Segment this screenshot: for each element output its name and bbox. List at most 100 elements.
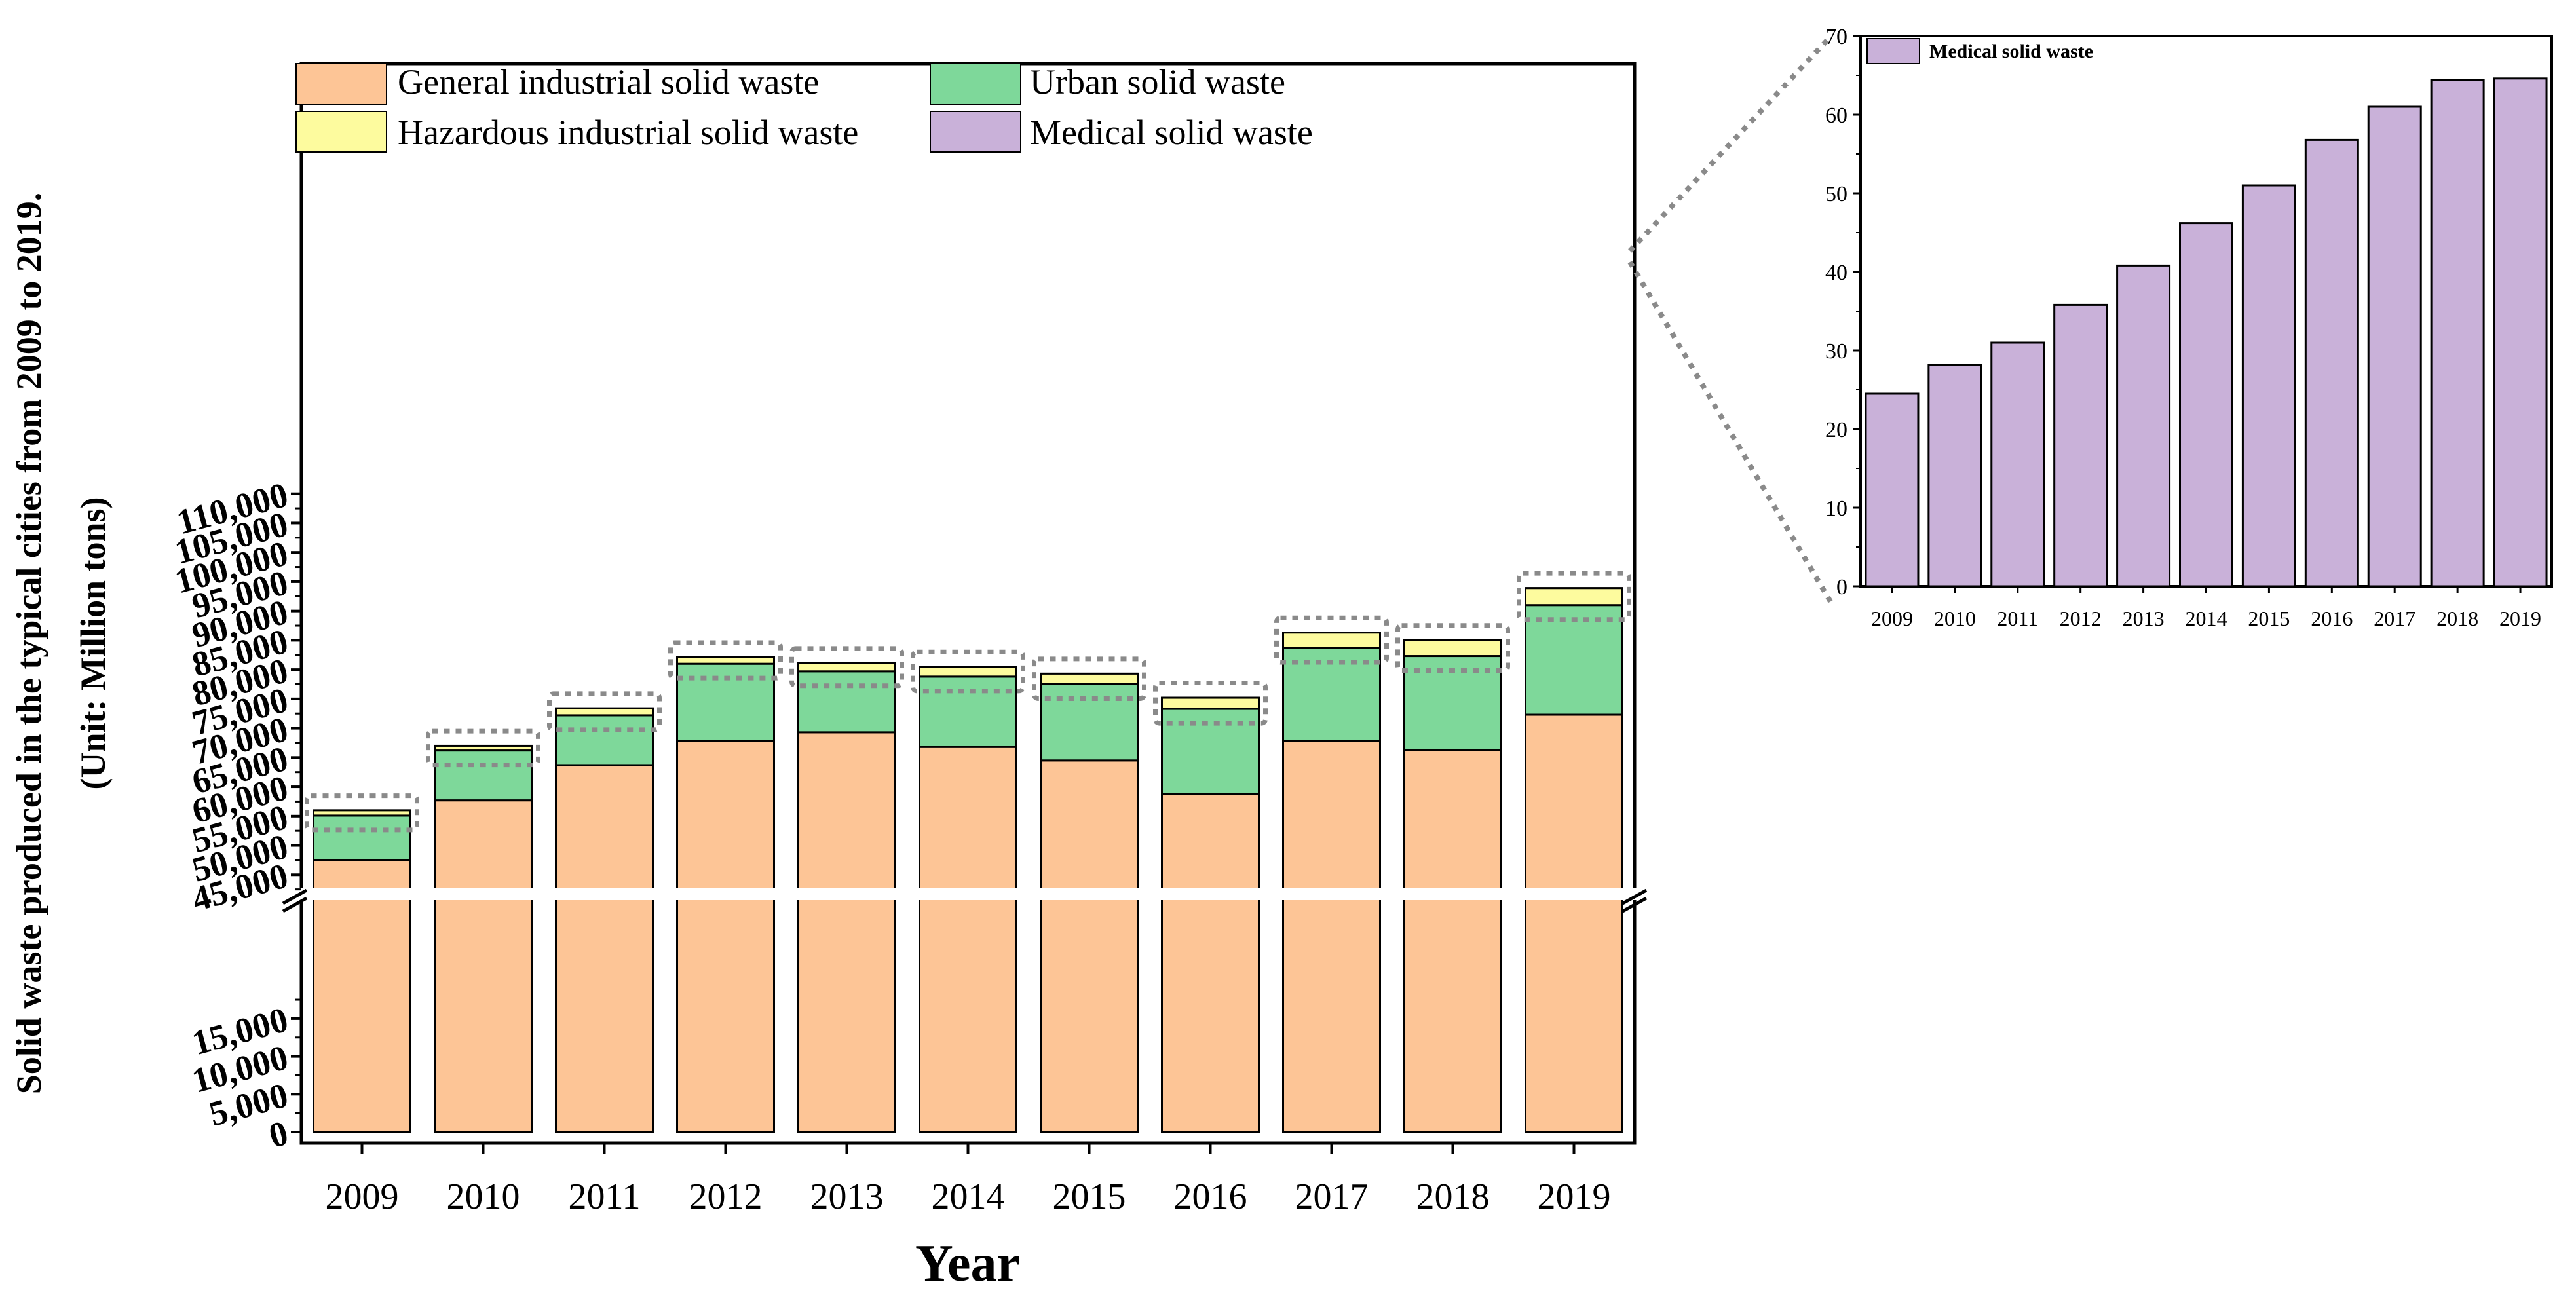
bar-medical-2012 <box>676 656 775 658</box>
bar-general-2018 <box>1403 749 1502 1133</box>
main-y-axis-unit: (Unit: Million tons) <box>73 497 113 789</box>
inset-x-tick-label-2016: 2016 <box>2311 607 2353 630</box>
bar-urban-2011 <box>555 714 654 766</box>
bar-general-2011 <box>555 764 654 1133</box>
inset-bar-2012 <box>2053 303 2108 588</box>
highlight-box-2017 <box>1274 615 1389 665</box>
bar-medical-2014 <box>919 666 1017 668</box>
bar-hazardous-2016 <box>1161 696 1260 710</box>
highlight-box-2009 <box>305 793 419 833</box>
bar-general-2016 <box>1161 793 1260 1133</box>
inset-x-tick-label-2010: 2010 <box>1934 607 1976 630</box>
inset-x-tick-label-2014: 2014 <box>2186 607 2227 630</box>
bar-hazardous-2011 <box>555 707 654 717</box>
break-slash-0-a <box>282 888 308 905</box>
main-x-axis: 2009 2010 2011 2012 2013 2014 2015 2016 2017 2018… <box>326 1143 1611 1217</box>
highlight-box-2019 <box>1517 571 1631 622</box>
inset-bar-2013 <box>2116 264 2171 588</box>
main-legend: General industrial solid waste Hazardous… <box>295 62 1313 153</box>
highlight-box-2012 <box>668 640 783 681</box>
bar-medical-2013 <box>797 662 896 664</box>
bar-urban-2012 <box>676 662 775 742</box>
x-tick-label-2019: 2019 <box>1538 1177 1611 1217</box>
bar-hazardous-2012 <box>676 656 775 665</box>
main-y-axis: 45,00050,00055,00060,00065,00070,00075,0… <box>171 475 301 1156</box>
highlight-box-2018 <box>1395 623 1510 673</box>
break-slash-0-b <box>282 896 308 913</box>
bar-urban-2015 <box>1040 683 1139 762</box>
inset-x-tick-label-2015: 2015 <box>2248 607 2290 630</box>
inset-y-tick-label-30: 30 <box>1825 339 1847 364</box>
break-slash-1-a <box>1621 888 1648 905</box>
inset-bar-2017 <box>2367 105 2422 588</box>
x-tick-label-2012: 2012 <box>689 1177 763 1217</box>
inset-legend-swatch <box>1866 38 1920 64</box>
bar-general-2010 <box>434 799 533 1133</box>
bar-hazardous-2018 <box>1403 639 1502 658</box>
x-tick-label-2010: 2010 <box>447 1177 520 1217</box>
inset-x-tick-label-2013: 2013 <box>2123 607 2165 630</box>
inset-x-axis: 2009 2010 2011 2012 2013 2014 2015 2016 2017 2018… <box>1871 586 2541 630</box>
axis-break-band <box>294 888 1642 900</box>
medical-highlight-boxes <box>305 571 1631 833</box>
bar-general-2009 <box>313 859 411 1133</box>
inset-x-tick-label-2012: 2012 <box>2060 607 2102 630</box>
legend-label-general: General industrial solid waste <box>398 62 819 102</box>
bar-medical-2018 <box>1403 639 1502 641</box>
legend-swatch-hazardous <box>295 111 387 153</box>
inset-bar-2018 <box>2430 79 2485 588</box>
x-tick-label-2016: 2016 <box>1174 1177 1247 1217</box>
x-tick-label-2009: 2009 <box>326 1177 399 1217</box>
inset-y-tick-label-20: 20 <box>1825 418 1847 442</box>
inset-bar-2014 <box>2179 222 2233 588</box>
bar-urban-2016 <box>1161 708 1260 795</box>
inset-bar-2010 <box>1927 364 1982 588</box>
bar-hazardous-2015 <box>1040 672 1139 685</box>
inset-y-tick-label-40: 40 <box>1825 261 1847 285</box>
x-tick-label-2011: 2011 <box>569 1177 641 1217</box>
inset-bars-group <box>1865 77 2548 588</box>
bar-medical-2009 <box>313 809 411 812</box>
inset-bar-2019 <box>2493 77 2548 588</box>
bar-hazardous-2017 <box>1282 632 1381 649</box>
bar-general-2014 <box>919 746 1017 1133</box>
legend-swatch-general <box>295 63 387 105</box>
bar-urban-2014 <box>919 675 1017 748</box>
x-tick-label-2015: 2015 <box>1053 1177 1126 1217</box>
inset-y-tick-label-70: 70 <box>1825 25 1847 49</box>
bar-urban-2009 <box>313 814 411 861</box>
x-tick-label-2013: 2013 <box>810 1177 884 1217</box>
inset-bar-2015 <box>2241 184 2296 588</box>
bar-urban-2013 <box>797 670 896 734</box>
bar-urban-2019 <box>1525 604 1623 716</box>
highlight-box-2010 <box>426 728 540 768</box>
axis-break-group <box>282 888 1648 913</box>
inset-bar-2016 <box>2304 138 2359 588</box>
highlight-box-2014 <box>911 649 1025 694</box>
zoom-connector-bottom <box>1627 260 1834 605</box>
inset-y-axis: 0 10 20 30 40 50 60 70 <box>1825 25 1861 599</box>
x-tick-label-2018: 2018 <box>1416 1177 1490 1217</box>
bar-medical-2015 <box>1040 672 1139 675</box>
main-y-axis-title: Solid waste produced in the typical citi… <box>9 193 48 1094</box>
legend-swatch-medical <box>930 111 1021 153</box>
highlight-box-2011 <box>547 691 662 732</box>
inset-y-tick-label-10: 10 <box>1825 497 1847 521</box>
inset-x-tick-label-2009: 2009 <box>1871 607 1913 630</box>
inset-bar-2011 <box>1990 341 2045 588</box>
x-tick-label-2017: 2017 <box>1295 1177 1369 1217</box>
inset-x-tick-label-2011: 2011 <box>1997 607 2038 630</box>
main-x-axis-title: Year <box>915 1235 1020 1293</box>
bar-general-2017 <box>1282 740 1381 1133</box>
inset-x-tick-label-2019: 2019 <box>2499 607 2541 630</box>
bar-urban-2010 <box>434 749 533 802</box>
bar-hazardous-2019 <box>1525 587 1623 607</box>
break-slash-1-b <box>1621 896 1648 913</box>
x-tick-label-2014: 2014 <box>932 1177 1005 1217</box>
bar-hazardous-2014 <box>919 666 1017 678</box>
inset-y-tick-label-60: 60 <box>1825 104 1847 128</box>
main-bars-group <box>313 587 1623 1133</box>
inset-x-tick-label-2017: 2017 <box>2374 607 2415 630</box>
highlight-box-2016 <box>1153 681 1268 726</box>
